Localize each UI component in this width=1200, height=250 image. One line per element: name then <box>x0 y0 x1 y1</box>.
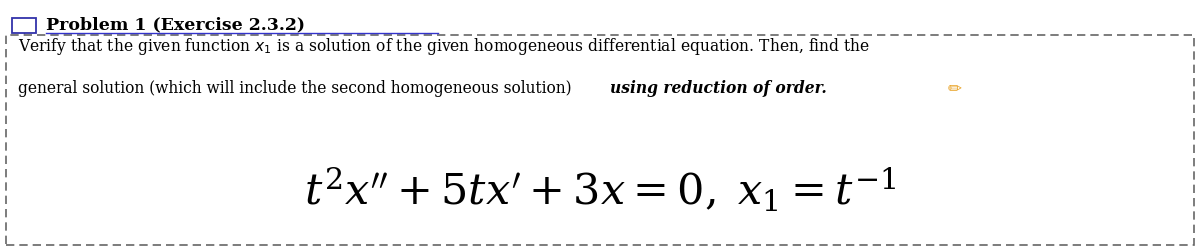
FancyBboxPatch shape <box>12 19 36 34</box>
Text: $t^2x'' + 5tx' + 3x = 0, \; x_1 = t^{-1}$: $t^2x'' + 5tx' + 3x = 0, \; x_1 = t^{-1}… <box>304 165 896 213</box>
Text: general solution (which will include the second homogeneous solution): general solution (which will include the… <box>18 80 576 97</box>
Text: ✏: ✏ <box>948 79 962 97</box>
Text: using reduction of order.: using reduction of order. <box>610 80 827 97</box>
Text: Problem 1 (Exercise 2.3.2): Problem 1 (Exercise 2.3.2) <box>46 16 305 33</box>
Text: Verify that the given function $x_1$ is a solution of the given homogeneous diff: Verify that the given function $x_1$ is … <box>18 36 870 57</box>
FancyBboxPatch shape <box>6 36 1194 245</box>
